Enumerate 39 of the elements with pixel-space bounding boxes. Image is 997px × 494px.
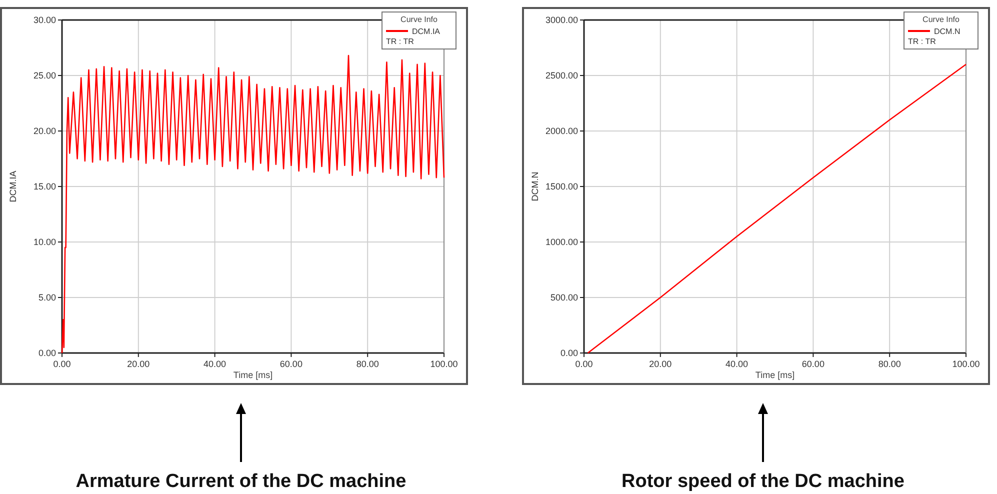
y-tick-label: 0.00 xyxy=(38,348,56,358)
x-tick-label: 0.00 xyxy=(53,359,71,369)
x-tick-label: 0.00 xyxy=(575,359,593,369)
y-tick-label: 1500.00 xyxy=(545,182,578,192)
x-tick-label: 20.00 xyxy=(649,359,672,369)
legend-title: Curve Info xyxy=(922,15,960,24)
y-axis-title: DCM.N xyxy=(530,172,540,202)
y-tick-label: 5.00 xyxy=(38,292,56,302)
y-tick-label: 1000.00 xyxy=(545,237,578,247)
x-axis-title: Time [ms] xyxy=(233,370,273,380)
x-axis-title: Time [ms] xyxy=(755,370,795,380)
text: Rotor speed of the DC machine xyxy=(622,471,904,492)
annotation: TR : TR xyxy=(386,37,414,46)
text: Armature Current of the DC machine xyxy=(76,471,406,492)
legend-label: DCM.IA xyxy=(412,27,441,36)
x-tick-label: 60.00 xyxy=(802,359,824,369)
y-tick-label: 10.00 xyxy=(33,237,56,247)
x-tick-label: 80.00 xyxy=(878,359,901,369)
x-tick-label: 80.00 xyxy=(356,359,379,369)
y-tick-label: 30.00 xyxy=(33,15,56,25)
y-tick-label: 20.00 xyxy=(33,126,56,136)
y-tick-label: 25.00 xyxy=(33,70,56,80)
x-tick-label: 100.00 xyxy=(430,359,458,369)
x-tick-label: 20.00 xyxy=(127,359,150,369)
line-series xyxy=(587,64,967,354)
x-tick-label: 40.00 xyxy=(204,359,226,369)
y-tick-label: 2500.00 xyxy=(545,70,578,80)
y-tick-label: 15.00 xyxy=(33,182,56,192)
y-tick-label: 500.00 xyxy=(550,292,578,302)
y-tick-label: 3000.00 xyxy=(545,15,578,25)
y-axis-title: DCM.IA xyxy=(8,170,18,202)
legend-title: Curve Info xyxy=(400,15,438,24)
y-tick-label: 0.00 xyxy=(560,348,578,358)
x-tick-label: 60.00 xyxy=(280,359,302,369)
annotation: TR : TR xyxy=(908,37,936,46)
y-tick-label: 2000.00 xyxy=(545,126,578,136)
legend-label: DCM.N xyxy=(934,27,960,36)
x-tick-label: 100.00 xyxy=(952,359,980,369)
x-tick-label: 40.00 xyxy=(726,359,748,369)
